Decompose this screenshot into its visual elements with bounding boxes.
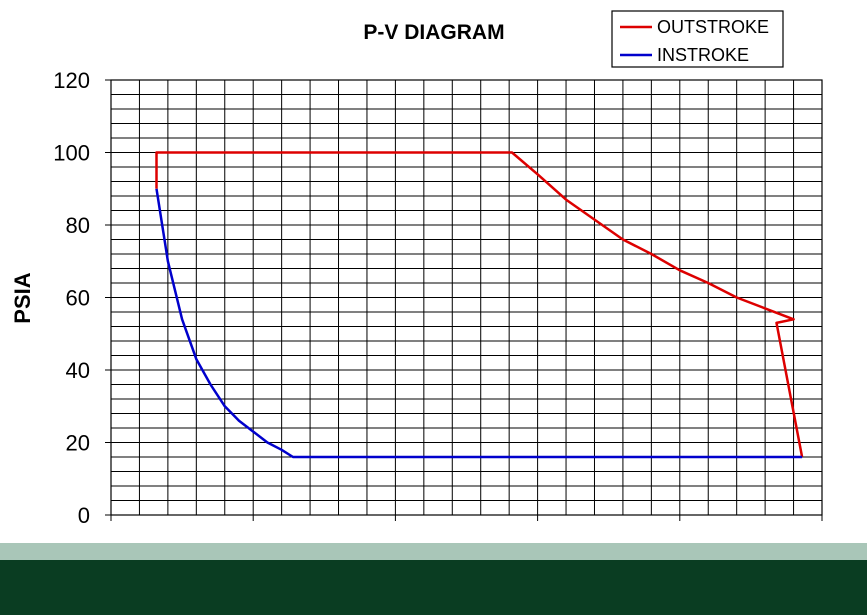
y-tick-label: 0 [78, 503, 90, 528]
legend-label-instroke: INSTROKE [657, 45, 749, 65]
series-line-outstroke [155, 151, 804, 458]
footer-bar-light [0, 543, 867, 560]
y-tick-label: 20 [66, 431, 90, 456]
legend-label-outstroke: OUTSTROKE [657, 17, 769, 37]
footer-bar-dark [0, 560, 867, 615]
plot-grid [111, 80, 822, 515]
series-layer [155, 151, 804, 459]
y-tick-label: 80 [66, 213, 90, 238]
legend: OUTSTROKE INSTROKE [611, 10, 784, 68]
chart-title: P-V DIAGRAM [363, 21, 504, 44]
footer-bar [0, 543, 867, 615]
legend-box [611, 10, 784, 68]
y-tick-label: 120 [53, 68, 90, 93]
y-tick-label: 40 [66, 358, 90, 383]
series-line-instroke [155, 188, 803, 459]
y-tick-label: 100 [53, 141, 90, 166]
y-tick-labels: 0 20 40 60 80 100 120 [53, 68, 111, 528]
y-axis-label: PSIA [10, 272, 35, 323]
y-tick-label: 60 [66, 286, 90, 311]
